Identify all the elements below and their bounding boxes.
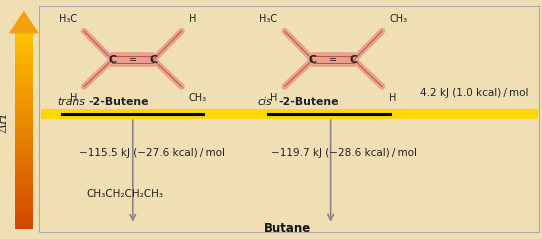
Text: H: H [389, 93, 397, 103]
Bar [15, 72, 33, 76]
FancyBboxPatch shape [39, 6, 539, 232]
Bar [15, 164, 33, 167]
Bar [15, 134, 33, 138]
Bar [15, 186, 33, 190]
Bar [15, 108, 33, 112]
Bar [15, 118, 33, 122]
Bar [15, 69, 33, 73]
Bar [15, 39, 33, 43]
Bar [15, 216, 33, 220]
Text: −115.5 kJ (−27.6 kcal) / mol: −115.5 kJ (−27.6 kcal) / mol [79, 148, 224, 158]
Bar [15, 85, 33, 89]
Bar [15, 76, 33, 79]
Polygon shape [9, 11, 39, 33]
Text: H: H [189, 14, 196, 24]
Text: =: = [330, 55, 337, 65]
Bar [15, 223, 33, 226]
Bar [15, 193, 33, 197]
Bar [15, 105, 33, 109]
Bar [15, 33, 33, 37]
Bar [15, 59, 33, 63]
Text: H₃C: H₃C [59, 14, 77, 24]
Bar [15, 115, 33, 118]
Bar [15, 62, 33, 66]
Text: CH₃: CH₃ [389, 14, 407, 24]
Bar [15, 79, 33, 82]
Text: H: H [270, 93, 278, 103]
Bar [15, 174, 33, 177]
Bar [15, 82, 33, 86]
Text: -2-Butene: -2-Butene [88, 97, 149, 107]
Text: -2-Butene: -2-Butene [278, 97, 339, 107]
Bar [15, 147, 33, 151]
Bar [15, 183, 33, 187]
Text: cis: cis [257, 97, 272, 107]
Text: =: = [129, 55, 137, 65]
Bar [15, 125, 33, 128]
Bar [15, 88, 33, 92]
Text: trans: trans [57, 97, 85, 107]
Bar [15, 170, 33, 174]
Bar [15, 128, 33, 131]
Text: H: H [69, 93, 77, 103]
Text: ΔH°: ΔH° [0, 106, 10, 133]
Text: 4.2 kJ (1.0 kcal) / mol: 4.2 kJ (1.0 kcal) / mol [420, 88, 528, 98]
Bar [15, 206, 33, 210]
Bar [15, 46, 33, 50]
Bar [15, 131, 33, 135]
Bar [15, 141, 33, 145]
Bar [15, 36, 33, 40]
Bar [15, 137, 33, 141]
Text: CH₃CH₂CH₂CH₃: CH₃CH₂CH₂CH₃ [87, 189, 164, 199]
Text: C: C [150, 55, 157, 65]
Bar [15, 157, 33, 161]
Text: Butane: Butane [263, 223, 311, 235]
Bar [15, 160, 33, 164]
Bar [15, 167, 33, 171]
Bar [15, 111, 33, 115]
Bar [15, 43, 33, 47]
Bar [15, 180, 33, 184]
Text: C: C [309, 55, 317, 65]
Text: H₃C: H₃C [260, 14, 278, 24]
Bar [15, 226, 33, 229]
Bar [15, 98, 33, 102]
Bar [15, 203, 33, 206]
Bar [15, 151, 33, 154]
Bar [15, 190, 33, 194]
Bar [15, 53, 33, 56]
Text: C: C [108, 55, 116, 65]
Bar [15, 66, 33, 69]
Bar [15, 196, 33, 200]
Bar [15, 144, 33, 148]
Bar [15, 92, 33, 96]
Bar [15, 209, 33, 213]
Bar [15, 219, 33, 223]
Text: C: C [350, 55, 358, 65]
Text: CH₃: CH₃ [189, 93, 207, 103]
Bar [15, 177, 33, 180]
Bar [15, 49, 33, 53]
Bar [15, 200, 33, 203]
Bar [15, 213, 33, 216]
Bar [15, 154, 33, 158]
Text: −119.7 kJ (−28.6 kcal) / mol: −119.7 kJ (−28.6 kcal) / mol [271, 148, 417, 158]
Bar [15, 102, 33, 105]
Bar [15, 95, 33, 99]
Bar [15, 56, 33, 60]
Bar [15, 121, 33, 125]
